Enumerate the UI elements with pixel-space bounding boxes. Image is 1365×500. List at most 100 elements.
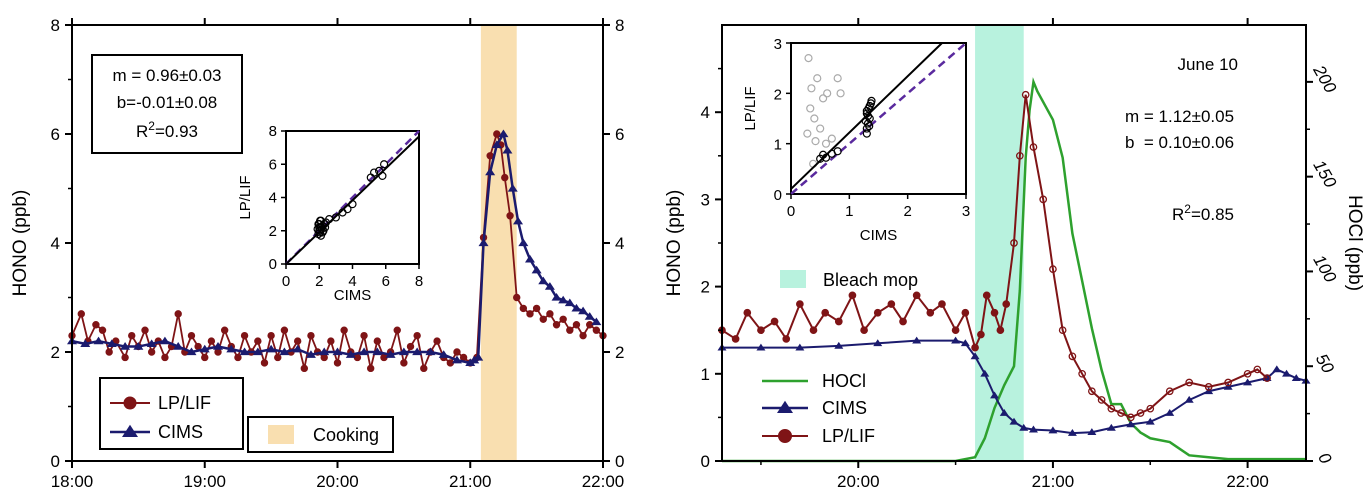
data-point-cims [186,347,197,356]
data-point-lplif-right [961,308,970,317]
data-point-lplif-right [1204,383,1213,391]
data-point-lplif [526,310,534,318]
data-point-cims [564,298,575,307]
data-point-cims-right [912,336,922,344]
y-right-tick-label: 2 [615,343,624,362]
inset-point-gray [804,53,813,63]
data-point-lplif [333,359,342,367]
x-tick-label: 19:00 [183,472,226,491]
left-inset-scatter: 00 2 2 4 4 6 6 8 8 CIMS LP/LIF [237,123,423,304]
data-point-lplif-right [731,335,740,343]
data-point-cims [584,312,595,320]
data-point-lplif-right [1068,352,1077,361]
data-point-lplif [121,353,129,362]
y2-tick-label: 150 [1309,157,1340,192]
inset-y-tick-label: 1 [774,137,782,154]
data-point-lplif-right [977,330,985,339]
inset-y-tick-label: 4 [269,190,277,207]
legend-swatch-lplif-right [762,429,808,443]
data-point-lplif [98,326,107,334]
data-point-lplif-right [1185,378,1194,387]
data-point-cims [106,339,117,347]
legend-label-hocl: HOCl [822,371,866,391]
data-point-lplif [187,331,196,340]
data-point-lplif [234,353,242,362]
data-point-cims [473,352,484,361]
data-point-cims-right [990,391,1000,399]
y-tick-label: 0 [51,452,60,471]
y-right-tick-label: 6 [615,125,624,144]
data-point-lplif [572,321,581,329]
inset-point [370,168,379,177]
data-point-lplif-right [1021,90,1030,99]
data-point-lplif [592,326,601,334]
data-point-lplif [501,173,509,182]
data-point-cims-right [980,369,990,377]
y2-tick-label: 0 [1314,449,1335,467]
inset-point-gray [827,134,836,143]
inset-point [320,223,330,232]
cooking-shaded-region [480,25,517,461]
right-inset-scatter: 00 1 1 2 2 3 3 CIMS LP/LIF [742,36,970,244]
right-fit-intercept-text: b = 0.10±0.06 [1125,133,1234,152]
y-tick-label: 2 [51,343,60,362]
data-point-lplif-right [782,335,791,343]
y-tick-label: 6 [51,125,60,144]
data-point-cims [507,184,518,192]
data-point-lplif-right [926,308,935,317]
data-point-lplif [327,337,335,345]
x-tick-label-right-panel: 20:00 [837,472,880,491]
data-point-lplif-right [873,308,882,317]
legend-swatch-cooking [268,425,294,444]
inset-x-axis-title: CIMS [334,287,372,304]
data-point-cims [93,336,104,345]
data-point-lplif-right [1165,387,1174,396]
y-right-tick-label: 4 [615,234,624,253]
date-label: June 10 [1178,55,1239,74]
data-point-cims [531,265,542,274]
y-right-tick-label: 8 [615,16,624,35]
inset-y-tick-label: 0 [269,256,277,273]
inset-point [331,213,340,222]
data-point-lplif [128,331,136,340]
data-point-cims [345,350,356,358]
data-point-lplif [207,337,216,345]
data-point-cims-right [1048,426,1058,434]
data-point-lplif-right [1253,365,1262,374]
legend-marker-lplif-right [778,429,792,443]
data-point-cims [513,216,524,225]
data-point-lplif [406,342,415,351]
inset-frame [790,42,967,195]
data-point-cims [438,350,449,358]
inset-x-tick-label: 6 [382,273,390,290]
data-point-cims [485,167,496,176]
inset-point [862,106,871,116]
y-tick-label: 4 [51,234,60,253]
data-point-cims-right [834,341,844,349]
data-point-lplif-right [951,326,960,335]
data-point-lplif-right [1263,374,1271,383]
data-point-lplif-right [809,326,818,335]
data-point-lplif-right [899,317,907,326]
data-point-cims-right [1009,417,1019,425]
data-point-lplif-right [990,308,999,317]
inset-x-tick-label: 2 [903,203,911,220]
data-point-lplif [293,337,302,345]
inset-point [867,96,876,105]
inset-point-gray [811,137,820,146]
data-point-lplif-right [1088,387,1096,396]
data-point-lplif [579,331,587,340]
data-point-lplif [220,326,229,334]
data-point-cims [578,306,589,315]
data-point-cims [266,344,277,353]
data-point-lplif [532,304,541,313]
data-point-cims-right [1145,417,1155,425]
legend-label-cims: CIMS [158,422,203,442]
data-point-lplif-right [1243,369,1252,378]
data-point-lplif [519,304,528,313]
data-point-cims-right [999,408,1009,416]
inset-point-gray [823,89,832,98]
data-point-cims-right [1282,369,1292,377]
data-point-lplif [300,364,309,373]
inset-point [378,171,387,180]
